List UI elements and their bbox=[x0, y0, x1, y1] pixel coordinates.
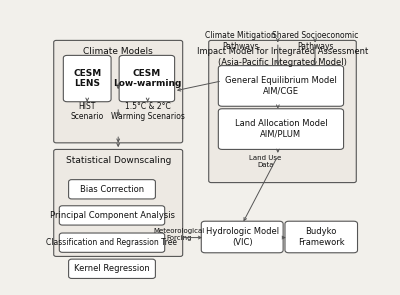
Text: Meteorological
Forcing: Meteorological Forcing bbox=[153, 228, 204, 241]
Text: Land Allocation Model
AIM/PLUM: Land Allocation Model AIM/PLUM bbox=[235, 119, 327, 139]
FancyBboxPatch shape bbox=[69, 259, 155, 278]
Text: HIST
Scenario: HIST Scenario bbox=[70, 102, 104, 121]
Text: Principal Component Analysis: Principal Component Analysis bbox=[50, 211, 174, 220]
Text: Climate Mitigation
Pathways: Climate Mitigation Pathways bbox=[205, 31, 276, 51]
Text: Hydrologic Model
(VIC): Hydrologic Model (VIC) bbox=[206, 227, 279, 247]
FancyBboxPatch shape bbox=[63, 55, 111, 102]
Text: CESM
LENS: CESM LENS bbox=[73, 69, 101, 88]
Text: Bias Correction: Bias Correction bbox=[80, 185, 144, 194]
FancyBboxPatch shape bbox=[209, 40, 356, 183]
Text: 1.5°C & 2°C
Warming Scenarios: 1.5°C & 2°C Warming Scenarios bbox=[111, 102, 184, 121]
Text: Land Use
Data: Land Use Data bbox=[249, 155, 282, 168]
FancyBboxPatch shape bbox=[59, 206, 165, 225]
Text: Statistical Downscaling: Statistical Downscaling bbox=[66, 156, 171, 165]
FancyBboxPatch shape bbox=[54, 150, 183, 256]
FancyBboxPatch shape bbox=[59, 233, 165, 252]
FancyBboxPatch shape bbox=[54, 40, 183, 143]
Text: Kernel Regression: Kernel Regression bbox=[74, 264, 150, 273]
FancyBboxPatch shape bbox=[119, 55, 175, 102]
Text: Climate Models: Climate Models bbox=[83, 47, 153, 56]
FancyBboxPatch shape bbox=[285, 221, 358, 253]
FancyBboxPatch shape bbox=[218, 65, 344, 106]
Text: Shared Socioeconomic
Pathways: Shared Socioeconomic Pathways bbox=[272, 31, 358, 51]
Text: CESM
Low-warming: CESM Low-warming bbox=[113, 69, 181, 88]
Text: Classification and Regrassion Tree: Classification and Regrassion Tree bbox=[46, 238, 178, 247]
Text: Budyko
Framework: Budyko Framework bbox=[298, 227, 344, 247]
Text: Impact Model for Integrated Assessment
(Asia-Pacific Integrated Model): Impact Model for Integrated Assessment (… bbox=[197, 47, 368, 67]
Text: General Equilibrium Model
AIM/CGE: General Equilibrium Model AIM/CGE bbox=[225, 76, 337, 96]
FancyBboxPatch shape bbox=[218, 109, 344, 150]
FancyBboxPatch shape bbox=[201, 221, 283, 253]
FancyBboxPatch shape bbox=[69, 180, 155, 199]
